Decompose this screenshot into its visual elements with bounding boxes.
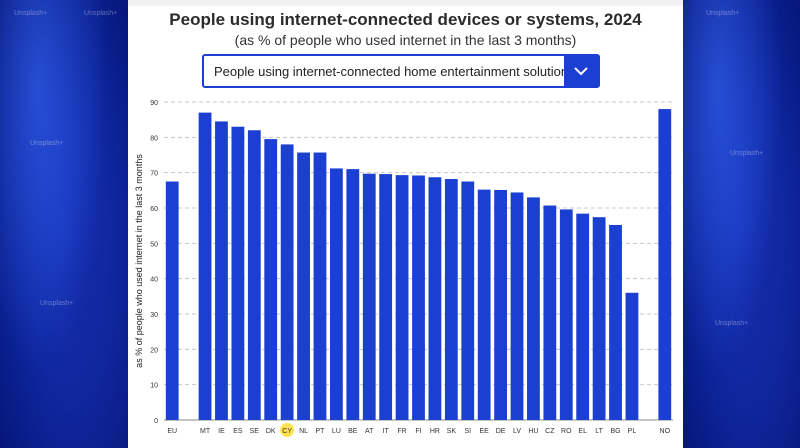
bar-nl — [297, 152, 310, 420]
dropdown-toggle-button[interactable] — [564, 56, 598, 86]
chevron-down-icon — [574, 67, 588, 76]
bar-at — [362, 173, 376, 420]
bar-sk — [444, 179, 458, 420]
x-tick-label: LT — [595, 428, 603, 435]
y-tick-label: 80 — [150, 135, 158, 142]
y-tick-label: 10 — [150, 383, 158, 390]
bar-si — [461, 181, 475, 420]
x-tick-label: DE — [496, 428, 506, 435]
y-tick-label: 30 — [150, 312, 158, 319]
watermark: Unsplash+ — [84, 10, 118, 17]
watermark: Unsplash+ — [715, 320, 749, 327]
bar-fi — [412, 175, 425, 420]
background-right — [683, 0, 800, 448]
x-tick-label: SI — [464, 428, 471, 435]
x-tick-label: CZ — [545, 428, 555, 435]
watermark: Unsplash+ — [14, 10, 48, 17]
bar-ro — [559, 209, 573, 420]
x-tick-label: FI — [415, 428, 421, 435]
x-tick-label: SE — [250, 428, 260, 435]
x-tick-label: LU — [332, 428, 341, 435]
bar-de — [494, 189, 508, 420]
bar-cz — [543, 205, 557, 420]
x-tick-label: BE — [348, 428, 358, 435]
x-tick-label: BG — [610, 428, 620, 435]
bar-el — [576, 213, 590, 420]
bar-it — [379, 174, 393, 420]
y-tick-label: 60 — [150, 206, 158, 213]
bar-lt — [592, 217, 606, 420]
x-tick-label: LV — [513, 428, 521, 435]
x-tick-label: HR — [430, 428, 440, 435]
x-tick-label: MT — [200, 428, 211, 435]
bar-ie — [215, 121, 228, 420]
x-tick-label: DK — [266, 428, 276, 435]
dropdown-selected-value: People using internet-connected home ent… — [214, 64, 575, 79]
x-tick-label: IE — [218, 428, 225, 435]
chart-subtitle: (as % of people who used internet in the… — [234, 32, 577, 48]
watermark: Unsplash+ — [40, 300, 74, 307]
x-tick-label: PL — [628, 428, 637, 435]
x-tick-label: EE — [480, 428, 490, 435]
panel-top-border — [128, 0, 683, 6]
chart-title: People using internet-connected devices … — [169, 10, 642, 29]
highlight-marker — [280, 423, 295, 437]
y-tick-label: 20 — [150, 347, 158, 354]
x-tick-label: PT — [316, 428, 326, 435]
watermark: Unsplash+ — [730, 150, 764, 157]
bar-hr — [428, 177, 442, 420]
bar-mt — [198, 112, 212, 420]
x-tick-label: FR — [397, 428, 406, 435]
x-tick-label: NL — [299, 428, 308, 435]
bar-lv — [510, 192, 524, 420]
x-tick-label: EL — [578, 428, 587, 435]
x-tick-label: EU — [167, 428, 177, 435]
bar-no — [658, 109, 672, 421]
bar-chart: 0 10 20 30 40 50 60 70 80 90 as % of people who us… — [134, 100, 673, 437]
bar-cy — [280, 144, 294, 420]
bar-dk — [264, 139, 278, 420]
bar-pl — [625, 292, 639, 420]
x-tick-label: ES — [233, 428, 243, 435]
bar-ee — [477, 189, 491, 420]
watermark: Unsplash+ — [706, 10, 740, 17]
bar-hu — [527, 197, 540, 420]
y-tick-label: 90 — [150, 100, 158, 107]
indicator-dropdown[interactable]: People using internet-connected home ent… — [202, 54, 600, 88]
bar-be — [346, 169, 360, 420]
y-tick-label: 40 — [150, 277, 158, 284]
x-tick-label: HU — [528, 428, 538, 435]
background-left — [0, 0, 128, 448]
bar-fr — [395, 175, 409, 420]
bar-pt — [313, 152, 327, 420]
x-tick-label: SK — [447, 428, 457, 435]
y-tick-label: 50 — [150, 241, 158, 248]
bar-se — [247, 130, 261, 420]
bar-lu — [329, 168, 343, 420]
bar-es — [231, 126, 245, 420]
y-tick-label: 0 — [154, 418, 158, 425]
x-tick-label: AT — [365, 428, 374, 435]
x-tick-label: NO — [660, 428, 671, 435]
y-tick-label: 70 — [150, 171, 158, 178]
y-axis-label: as % of people who used internet in the … — [134, 154, 144, 368]
watermark: Unsplash+ — [30, 140, 64, 147]
x-tick-label: RO — [561, 428, 572, 435]
chart-panel: People using internet-connected devices … — [128, 0, 683, 448]
x-tick-label: CY — [282, 428, 292, 435]
bar-bg — [609, 224, 622, 420]
bar-eu — [165, 181, 179, 420]
x-tick-label: IT — [383, 428, 390, 435]
